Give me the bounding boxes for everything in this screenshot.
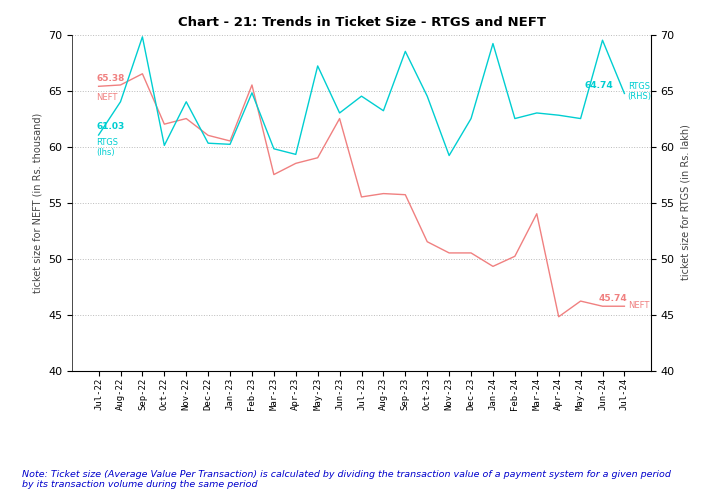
Text: RTGS
(lhs): RTGS (lhs) bbox=[96, 138, 119, 157]
Text: Note: Ticket size (Average Value Per Transaction) is calculated by dividing the : Note: Ticket size (Average Value Per Tra… bbox=[22, 470, 670, 489]
Text: NEFT: NEFT bbox=[96, 93, 118, 102]
Text: 65.38: 65.38 bbox=[96, 74, 125, 82]
Text: NEFT: NEFT bbox=[628, 301, 649, 310]
Title: Chart - 21: Trends in Ticket Size - RTGS and NEFT: Chart - 21: Trends in Ticket Size - RTGS… bbox=[178, 16, 545, 29]
Text: 64.74: 64.74 bbox=[585, 81, 614, 90]
Text: 45.74: 45.74 bbox=[598, 293, 627, 303]
Text: RTGS
(RHS): RTGS (RHS) bbox=[628, 82, 651, 101]
Y-axis label: ticket size for NEFT (in Rs. thousand): ticket size for NEFT (in Rs. thousand) bbox=[33, 113, 43, 292]
Text: 61.03: 61.03 bbox=[96, 123, 124, 131]
Y-axis label: ticket size for RTGS (in Rs. lakh): ticket size for RTGS (in Rs. lakh) bbox=[680, 124, 690, 281]
